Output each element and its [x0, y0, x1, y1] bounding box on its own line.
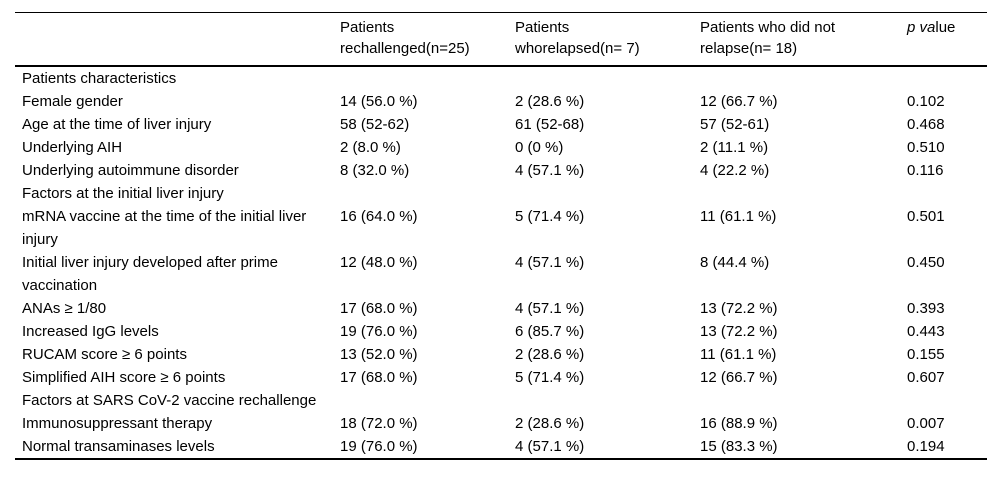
- table-row: Underlying autoimmune disorder 8 (32.0 %)…: [15, 159, 987, 182]
- cell-value: 2 (28.6 %): [515, 346, 585, 363]
- table-row: Immunosuppressant therapy 18 (72.0 %) 2 (2…: [15, 412, 987, 435]
- table-row: Normal transaminases levels 19 (76.0 %) 4 …: [15, 435, 987, 460]
- cell-value: 0.007: [907, 415, 945, 432]
- table-row: Increased IgG levels 19 (76.0 %) 6 (85.7 %…: [15, 320, 987, 343]
- row-label: Underlying AIH: [22, 139, 123, 156]
- section-row: Patients characteristics: [15, 66, 987, 90]
- table-row: Simplified AIH score ≥ 6 points 17 (68.0 …: [15, 366, 987, 389]
- cell-value: 0.443: [907, 323, 945, 340]
- row-label: Increased IgG levels: [22, 323, 159, 340]
- row-label: Underlying autoimmune disorder: [22, 162, 239, 179]
- cell-value: 0.607: [907, 369, 945, 386]
- cell-value: 0.468: [907, 116, 945, 133]
- row-label: ANAs ≥ 1/80: [22, 300, 107, 317]
- cell-value: 12 (48.0 %): [340, 254, 418, 271]
- cell-value: 12 (66.7 %): [700, 93, 778, 110]
- header-p-value: p value: [907, 12, 987, 67]
- row-label: Female gender: [22, 93, 123, 110]
- header-stub: [15, 12, 340, 67]
- section-row-label: Factors at the initial liver injury: [22, 185, 224, 202]
- cell-value: 11 (61.1 %): [700, 208, 777, 225]
- cell-value: 15 (83.3 %): [700, 435, 907, 460]
- p-value-italic-text: p va: [907, 19, 936, 36]
- table-row: Female gender 14 (56.0 %) 2 (28.6 %) 12 (66…: [15, 90, 987, 113]
- cell-value: 17 (68.0 %): [340, 300, 418, 317]
- cell-value: 13 (52.0 %): [340, 346, 418, 363]
- table-row: Age at the time of liver injury 58 (52-62…: [15, 113, 987, 136]
- cell-value: 5 (71.4 %): [515, 369, 585, 386]
- table-row: mRNA vaccine at the time of the initial …: [15, 205, 987, 251]
- cell-value: 14 (56.0 %): [340, 93, 418, 110]
- cell-value: 11 (61.1 %): [700, 346, 777, 363]
- cell-value: 0.393: [907, 300, 945, 317]
- cell-value: 13 (72.2 %): [700, 323, 778, 340]
- cell-value: 12 (66.7 %): [700, 369, 778, 386]
- cell-value: 0.450: [907, 254, 945, 271]
- table-body: Patients characteristics Female gender 14 …: [15, 66, 987, 460]
- patients-comparison-table: Patients rechallenged(n=25) Patients who…: [15, 12, 987, 460]
- cell-value: 0.116: [907, 162, 944, 179]
- section-row-label: Factors at SARS CoV-2 vaccine rechalleng…: [22, 392, 317, 409]
- cell-value: 16 (64.0 %): [340, 208, 418, 225]
- header-patients-rechallenged: Patients rechallenged(n=25): [340, 12, 515, 67]
- cell-value: 0.194: [907, 435, 987, 460]
- header-patients-relapsed: Patients whorelapsed(n= 7): [515, 12, 700, 67]
- row-label: mRNA vaccine at the time of the initial …: [22, 208, 307, 248]
- cell-value: 61 (52-68): [515, 116, 585, 133]
- cell-value: 4 (57.1 %): [515, 162, 585, 179]
- cell-value: 18 (72.0 %): [340, 415, 418, 432]
- cell-value: 4 (57.1 %): [515, 254, 585, 271]
- header-row: Patients rechallenged(n=25) Patients who…: [15, 12, 987, 67]
- cell-value: 4 (57.1 %): [515, 435, 700, 460]
- table-container: Patients rechallenged(n=25) Patients who…: [15, 12, 987, 460]
- row-label: Initial liver injury developed after pri…: [22, 254, 278, 294]
- table-row: Initial liver injury developed after pri…: [15, 251, 987, 297]
- section-row: Factors at SARS CoV-2 vaccine rechalleng…: [15, 389, 987, 412]
- cell-value: 0.155: [907, 346, 945, 363]
- section-row: Factors at the initial liver injury: [15, 182, 987, 205]
- table-row: ANAs ≥ 1/80 17 (68.0 %) 4 (57.1 %) 13 (72.2…: [15, 297, 987, 320]
- cell-value: 5 (71.4 %): [515, 208, 585, 225]
- cell-value: 4 (57.1 %): [515, 300, 585, 317]
- header-text: Patients who did not relapse(n= 18): [700, 19, 836, 57]
- header-text: Patients whorelapsed(n= 7): [515, 19, 640, 57]
- cell-value: 4 (22.2 %): [700, 162, 770, 179]
- cell-value: 2 (11.1 %): [700, 139, 769, 156]
- header-text: Patients rechallenged(n=25): [340, 19, 470, 57]
- cell-value: 8 (44.4 %): [700, 254, 770, 271]
- table-row: RUCAM score ≥ 6 points 13 (52.0 %) 2 (28.6…: [15, 343, 987, 366]
- row-label: Simplified AIH score ≥ 6 points: [22, 369, 226, 386]
- cell-value: 0.501: [907, 208, 945, 225]
- cell-value: 13 (72.2 %): [700, 300, 778, 317]
- cell-value: 6 (85.7 %): [515, 323, 585, 340]
- cell-value: 19 (76.0 %): [340, 435, 515, 460]
- cell-value: 16 (88.9 %): [700, 415, 778, 432]
- cell-value: 58 (52-62): [340, 116, 410, 133]
- cell-value: 2 (28.6 %): [515, 93, 585, 110]
- row-label: Immunosuppressant therapy: [22, 415, 213, 432]
- cell-value: 17 (68.0 %): [340, 369, 418, 386]
- cell-value: 0.102: [907, 93, 945, 110]
- cell-value: 19 (76.0 %): [340, 323, 418, 340]
- row-label: Normal transaminases levels: [15, 435, 340, 460]
- cell-value: 57 (52-61): [700, 116, 770, 133]
- cell-value: 2 (8.0 %): [340, 139, 401, 156]
- table-row: Underlying AIH 2 (8.0 %) 0 (0 %) 2 (11.1 %)…: [15, 136, 987, 159]
- row-label: Age at the time of liver injury: [22, 116, 212, 133]
- cell-value: 8 (32.0 %): [340, 162, 410, 179]
- cell-value: 0 (0 %): [515, 139, 564, 156]
- row-label: RUCAM score ≥ 6 points: [22, 346, 187, 363]
- cell-value: 0.510: [907, 139, 945, 156]
- section-row-label: Patients characteristics: [22, 70, 177, 87]
- header-patients-no-relapse: Patients who did not relapse(n= 18): [700, 12, 907, 67]
- cell-value: 2 (28.6 %): [515, 415, 585, 432]
- p-value-regular-text: lue: [935, 19, 956, 36]
